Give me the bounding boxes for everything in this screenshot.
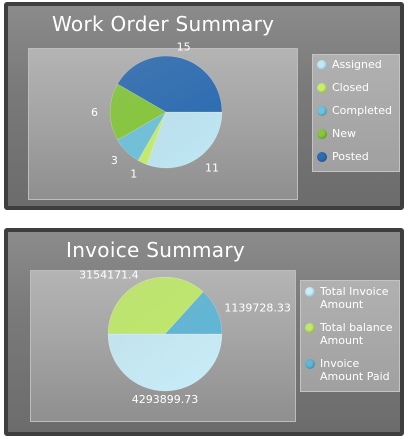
invoice-summary-panel: Invoice Summary 4293899.73 3154171.4 11397…	[4, 228, 404, 436]
invoice-plot-area: 4293899.73 3154171.4 1139728.33	[30, 269, 296, 422]
legend-item-total-invoice-amount[interactable]: Total Invoice Amount	[305, 285, 399, 321]
legend-label-total-balance-amount: Total balance Amount	[320, 321, 393, 347]
legend-item-posted[interactable]: Posted	[317, 150, 399, 173]
pie-slice-posted[interactable]	[117, 55, 223, 113]
legend-label-posted: Posted	[332, 150, 369, 163]
legend-swatch-total-balance-amount	[305, 323, 315, 333]
legend-item-total-balance-amount[interactable]: Total balance Amount	[305, 321, 399, 357]
legend-label-new: New	[332, 127, 356, 140]
work-order-plot-area: 11 1 3 6 15	[28, 40, 298, 200]
data-label-completed: 3	[111, 154, 118, 167]
legend-label-total-invoice-amount: Total Invoice Amount	[320, 285, 389, 311]
data-label-invoice-amount-paid: 1139728.33	[224, 302, 290, 315]
pie-slice-assigned[interactable]	[146, 111, 223, 169]
data-label-assigned: 11	[205, 162, 219, 175]
legend-label-invoice-amount-paid: Invoice Amount Paid	[320, 357, 390, 383]
data-label-new: 6	[91, 106, 98, 119]
invoice-pie-chart: 4293899.73 3154171.4 1139728.33	[79, 269, 291, 406]
legend-swatch-new	[317, 129, 327, 139]
legend-label-closed: Closed	[332, 81, 369, 94]
data-label-total-balance-amount: 3154171.4	[79, 269, 139, 282]
legend-swatch-completed	[317, 106, 327, 116]
pie-slice-closed[interactable]	[137, 111, 167, 165]
data-label-closed: 1	[130, 168, 137, 181]
data-label-posted: 15	[177, 40, 191, 53]
legend-item-invoice-amount-paid[interactable]: Invoice Amount Paid	[305, 357, 399, 393]
pie-slice-total-invoice-amount[interactable]	[107, 333, 223, 392]
pie-slice-completed[interactable]	[117, 111, 167, 161]
pie-slice-total-balance-amount[interactable]	[107, 276, 204, 335]
legend-item-new[interactable]: New	[317, 127, 399, 150]
work-order-summary-panel: Work Order Summary 11 1 3 6 15 Assigned Clos…	[4, 2, 404, 210]
invoice-legend: Total Invoice Amount Total balance Amoun…	[300, 280, 400, 392]
legend-item-closed[interactable]: Closed	[317, 81, 399, 104]
pie-slice-invoice-amount-paid[interactable]	[164, 291, 223, 335]
invoice-summary-title: Invoice Summary	[66, 238, 246, 262]
legend-item-assigned[interactable]: Assigned	[317, 58, 399, 81]
legend-swatch-assigned	[317, 60, 327, 70]
legend-item-completed[interactable]: Completed	[317, 104, 399, 127]
pie-slice-new[interactable]	[109, 83, 167, 141]
legend-swatch-posted	[317, 152, 327, 162]
legend-swatch-total-invoice-amount	[305, 287, 315, 297]
legend-swatch-invoice-amount-paid	[305, 359, 315, 369]
legend-label-assigned: Assigned	[332, 58, 382, 71]
legend-swatch-closed	[317, 83, 327, 93]
data-label-total-invoice-amount: 4293899.73	[132, 393, 198, 406]
legend-label-completed: Completed	[332, 104, 392, 117]
work-order-legend: Assigned Closed Completed New Posted	[312, 54, 400, 172]
work-order-summary-title: Work Order Summary	[52, 12, 275, 36]
